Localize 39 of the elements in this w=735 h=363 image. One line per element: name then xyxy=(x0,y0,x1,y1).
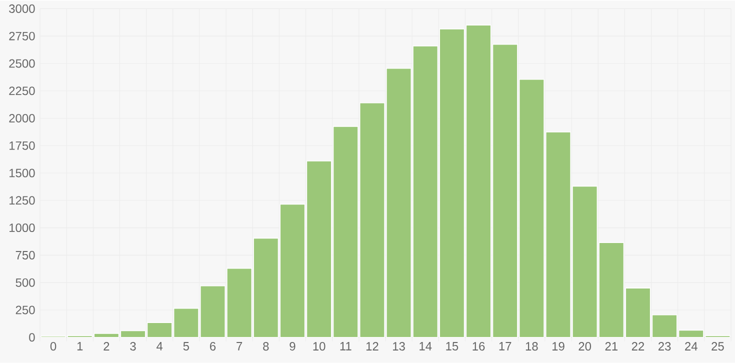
x-tick-label: 2 xyxy=(104,342,110,351)
y-tick-label: 250 xyxy=(16,306,35,314)
y-tick-label: 2500 xyxy=(9,59,35,68)
x-tick-label: 9 xyxy=(290,342,296,351)
x-tick-label: 5 xyxy=(183,342,190,351)
x-tick-label: 15 xyxy=(446,342,458,351)
x-tick-label: 23 xyxy=(658,342,671,351)
x-tick-label: 0 xyxy=(50,342,56,351)
y-tick-label: 2000 xyxy=(9,114,35,123)
y-tick-label: 2250 xyxy=(9,86,35,96)
y-tick-label: 1750 xyxy=(10,142,35,150)
x-tick-label: 3 xyxy=(130,342,136,351)
x-tick-label: 6 xyxy=(210,342,216,351)
x-tick-label: 12 xyxy=(366,342,378,351)
x-tick-label: 17 xyxy=(499,342,512,350)
x-tick-label: 21 xyxy=(605,342,618,351)
x-tick-label: 14 xyxy=(420,342,432,350)
y-tick-label: 500 xyxy=(16,278,35,287)
x-tick-label: 7 xyxy=(236,342,242,350)
x-tick-label: 18 xyxy=(526,342,538,351)
y-tick-label: 2750 xyxy=(9,32,35,40)
y-tick-label: 0 xyxy=(29,333,35,342)
x-tick-label: 11 xyxy=(340,342,352,350)
y-tick-label: 3000 xyxy=(9,4,35,14)
x-tick-label: 10 xyxy=(313,342,326,351)
x-tick-label: 13 xyxy=(393,342,405,351)
x-tick-label: 20 xyxy=(578,342,592,351)
x-tick-label: 16 xyxy=(472,342,485,351)
y-tick-label: 750 xyxy=(16,251,35,260)
x-tick-label: 24 xyxy=(685,342,698,351)
x-tick-label: 22 xyxy=(632,342,644,351)
y-tick-label: 1250 xyxy=(10,196,35,205)
x-tick-label: 8 xyxy=(263,342,269,351)
x-tick-label: 25 xyxy=(712,342,724,351)
y-tick-label: 1500 xyxy=(10,168,35,178)
x-tick-label: 4 xyxy=(156,342,163,350)
y-tick-label: 1000 xyxy=(10,224,35,232)
x-tick-label: 19 xyxy=(552,342,564,351)
x-tick-label: 1 xyxy=(77,342,83,350)
